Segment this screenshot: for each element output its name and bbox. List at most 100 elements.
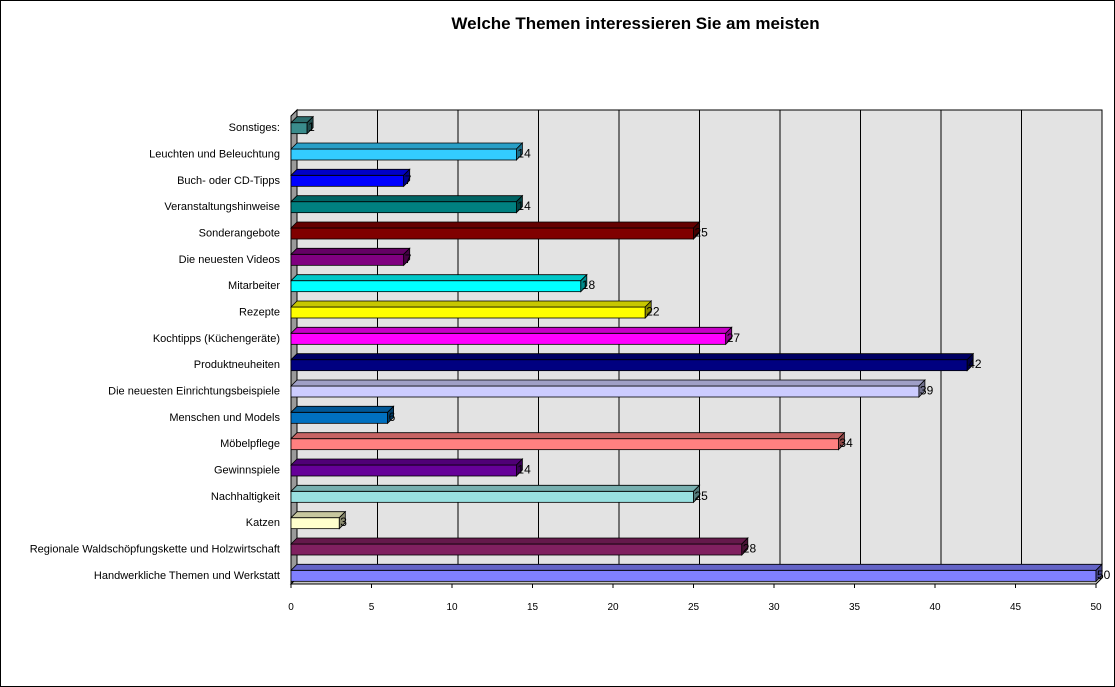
- bar: [290, 517, 340, 530]
- bar: [290, 280, 582, 293]
- category-label: Leuchten und Beleuchtung: [149, 149, 280, 161]
- category-label: Sonstiges:: [229, 122, 280, 134]
- data-label: 7: [405, 252, 412, 266]
- category-label: Kochtipps (Küchengeräte): [153, 333, 280, 345]
- category-label: Menschen und Models: [169, 412, 280, 424]
- category-label: Veranstaltungshinweise: [164, 201, 280, 213]
- bar-side: [741, 537, 749, 556]
- bar-side: [516, 194, 523, 214]
- x-tick-label: 50: [1090, 602, 1102, 613]
- data-label: 14: [517, 463, 531, 477]
- bar: [290, 543, 743, 556]
- bar: [290, 438, 839, 451]
- data-label: 34: [839, 436, 853, 450]
- data-label: 6: [389, 410, 396, 424]
- category-label: Produktneuheiten: [194, 359, 280, 371]
- bar-side: [516, 458, 523, 477]
- bar-top: [290, 458, 524, 466]
- x-tick-label: 0: [288, 602, 294, 613]
- category-label: Möbelpflege: [220, 438, 280, 450]
- category-label: Nachhaltigkeit: [211, 491, 280, 503]
- bar-top: [290, 221, 701, 229]
- bar-top: [290, 326, 733, 334]
- bar-top: [290, 353, 975, 361]
- data-label: 50: [1097, 568, 1111, 582]
- bar: [290, 464, 517, 477]
- category-label: Die neuesten Videos: [179, 254, 281, 266]
- bar-side: [403, 168, 411, 188]
- bar-top: [290, 195, 524, 203]
- bar-side: [644, 300, 652, 319]
- category-label: Gewinnspiele: [214, 465, 280, 477]
- bar-side: [338, 510, 346, 530]
- bar: [290, 201, 517, 214]
- category-label: Die neuesten Einrichtungsbeispiele: [108, 386, 280, 398]
- bar: [290, 490, 694, 503]
- bar: [290, 359, 968, 372]
- data-label: 25: [695, 226, 709, 240]
- bar-top: [290, 142, 524, 150]
- x-tick-label: 35: [849, 602, 861, 613]
- bar-side: [580, 273, 588, 293]
- bar-side: [403, 247, 411, 267]
- bar: [290, 227, 694, 240]
- bar-side: [838, 431, 845, 451]
- bar-top: [290, 484, 701, 492]
- data-label: 28: [743, 542, 757, 556]
- x-tick-label: 20: [607, 602, 619, 613]
- bar-side: [516, 142, 523, 161]
- bar-side: [306, 115, 314, 135]
- x-tick-label: 40: [929, 602, 941, 613]
- bar: [290, 411, 388, 424]
- bar-top: [290, 379, 926, 387]
- bar-top: [290, 563, 1103, 571]
- data-label: 14: [517, 147, 531, 161]
- data-label: 39: [920, 384, 934, 398]
- bar-top: [290, 300, 653, 308]
- bar-top: [290, 168, 411, 176]
- bar: [290, 122, 308, 135]
- data-label: 25: [695, 489, 709, 503]
- data-label: 3: [340, 515, 347, 529]
- bar-side: [966, 352, 974, 372]
- bar-top: [290, 405, 395, 413]
- x-tick-label: 25: [688, 602, 700, 613]
- data-label: 27: [727, 331, 741, 345]
- bar: [290, 569, 1097, 582]
- x-tick-label: 30: [768, 602, 780, 613]
- category-label: Handwerkliche Themen und Werkstatt: [94, 570, 280, 582]
- bar: [290, 148, 517, 161]
- bar-side: [918, 379, 926, 398]
- bar-top: [290, 274, 588, 282]
- data-label: 7: [405, 173, 412, 187]
- chart-title: Welche Themen interessieren Sie am meist…: [451, 14, 820, 33]
- bar: [290, 385, 920, 398]
- data-label: 22: [646, 305, 660, 319]
- category-label: Sonderangebote: [199, 228, 280, 240]
- x-tick-label: 45: [1010, 602, 1022, 613]
- bar-side: [693, 221, 700, 240]
- category-label: Katzen: [246, 517, 280, 529]
- bar-top: [290, 432, 846, 440]
- data-label: 42: [968, 357, 982, 371]
- data-label: 18: [582, 278, 596, 292]
- data-label: 14: [517, 199, 531, 213]
- bar-top: [290, 247, 411, 255]
- category-label: Regionale Waldschöpfungskette und Holzwi…: [30, 544, 280, 556]
- x-tick-label: 5: [369, 602, 375, 613]
- x-tick-label: 10: [446, 602, 458, 613]
- bar-side: [1095, 563, 1103, 583]
- bar: [290, 253, 405, 266]
- category-label: Buch- oder CD-Tipps: [177, 175, 280, 187]
- bar: [290, 332, 727, 345]
- bar-side: [725, 326, 733, 346]
- bar: [290, 306, 646, 319]
- category-label: Mitarbeiter: [228, 280, 280, 292]
- bar: [290, 174, 405, 187]
- bar-top: [290, 537, 749, 545]
- bar-top: [290, 511, 347, 519]
- bar-side: [387, 405, 395, 425]
- category-label: Rezepte: [239, 307, 280, 319]
